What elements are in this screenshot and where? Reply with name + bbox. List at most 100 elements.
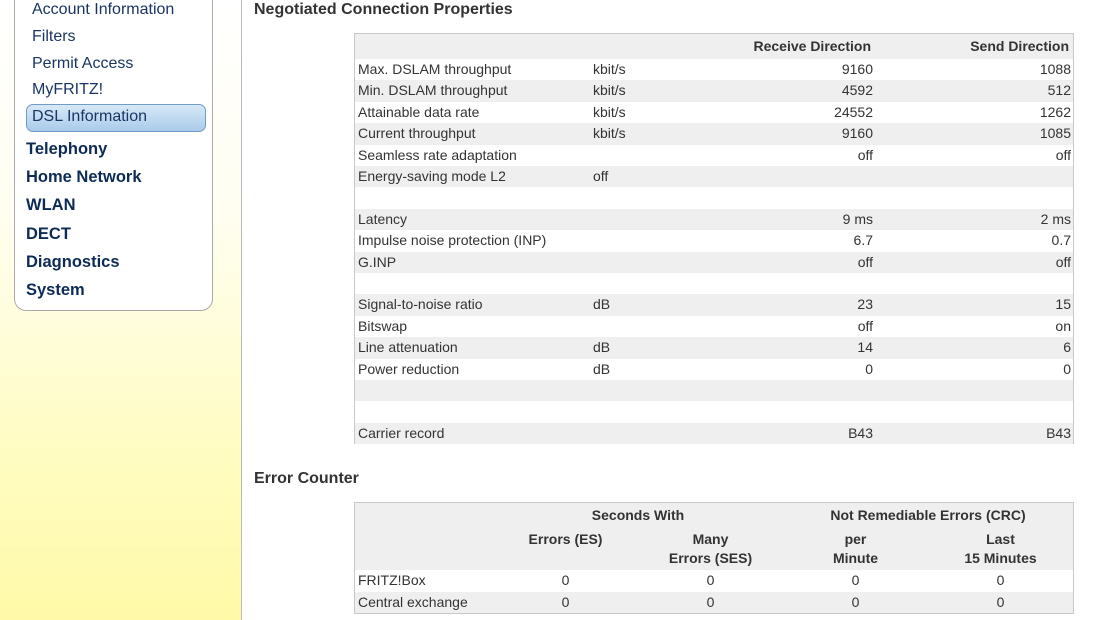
menu-item[interactable]: System bbox=[26, 281, 85, 299]
error-value: 0 bbox=[706, 572, 715, 588]
receive-value: 24552 bbox=[834, 103, 873, 120]
send-value: 1262 bbox=[1039, 103, 1071, 120]
connection-table: Receive Direction Send Direction Max. DSLA… bbox=[354, 33, 1074, 445]
column-header: Minute bbox=[832, 550, 879, 566]
sidebar: Account Information Filters Permit Access M… bbox=[0, 0, 242, 620]
active-highlight bbox=[26, 104, 206, 132]
send-value: 0 bbox=[1063, 360, 1071, 377]
row-unit: dB bbox=[593, 339, 611, 356]
column-header: Last bbox=[986, 531, 1015, 547]
send-value: 6 bbox=[1063, 339, 1071, 356]
row-label: Max. DSLAM throughput bbox=[358, 61, 512, 77]
column-header: Errors (SES) bbox=[668, 550, 753, 566]
column-header: per bbox=[844, 531, 867, 547]
send-value: 2 ms bbox=[1040, 210, 1071, 227]
row-label: Power reduction bbox=[358, 360, 460, 377]
receive-value: 9160 bbox=[841, 61, 873, 77]
send-value: on bbox=[1055, 317, 1071, 334]
group-header: Not Remediable Errors (CRC) bbox=[830, 507, 1026, 523]
column-header: Many bbox=[692, 531, 729, 547]
row-label: Signal-to-noise ratio bbox=[358, 296, 483, 313]
spacer-row bbox=[355, 187, 1073, 209]
spacer-row bbox=[355, 401, 1073, 423]
menu-subitem[interactable]: MyFRITZ! bbox=[32, 81, 104, 99]
error-value: 0 bbox=[996, 593, 1005, 610]
row-label: Min. DSLAM throughput bbox=[358, 82, 508, 99]
header-row: Receive Direction Send Direction bbox=[355, 34, 1073, 59]
row-unit: dB bbox=[593, 296, 611, 313]
table-row: Impulse noise protection (INP) 6.7 0.7 bbox=[355, 230, 1073, 252]
spacer-row bbox=[355, 273, 1073, 295]
table-row: Power reduction dB 0 0 bbox=[355, 358, 1073, 380]
row-label: Energy-saving mode L2 bbox=[358, 168, 506, 184]
row-unit: dB bbox=[593, 360, 611, 377]
error-value: 0 bbox=[996, 572, 1005, 588]
error-value: 0 bbox=[851, 572, 860, 588]
send-value: 0.7 bbox=[1051, 232, 1071, 249]
send-value: off bbox=[1055, 253, 1071, 270]
table-row: G.INP off off bbox=[355, 251, 1073, 273]
row-label: Central exchange bbox=[358, 593, 468, 610]
column-header: Send Direction bbox=[970, 38, 1069, 54]
menu-item[interactable]: Telephony bbox=[26, 140, 108, 158]
menu-item[interactable]: WLAN bbox=[26, 196, 76, 215]
send-value: off bbox=[1055, 146, 1071, 163]
receive-value: off bbox=[857, 317, 873, 334]
section-title: Error Counter bbox=[254, 470, 359, 487]
group-header: Seconds With bbox=[591, 507, 685, 523]
send-value: 512 bbox=[1047, 82, 1071, 99]
menu-subitem[interactable]: Filters bbox=[32, 27, 76, 45]
receive-value: off bbox=[857, 146, 873, 163]
receive-value: 23 bbox=[857, 296, 873, 313]
menu-item[interactable]: DECT bbox=[26, 224, 71, 243]
receive-value: 4592 bbox=[841, 82, 873, 99]
column-header: Errors (ES) bbox=[528, 531, 603, 547]
row-label: Bitswap bbox=[358, 317, 408, 334]
error-value: 0 bbox=[561, 572, 570, 588]
table-row: Current throughput kbit/s 9160 1085 bbox=[355, 123, 1073, 145]
table-row: Attainable data rate kbit/s 24552 1262 bbox=[355, 101, 1073, 124]
row-unit: kbit/s bbox=[593, 82, 626, 99]
send-value: 15 bbox=[1055, 296, 1071, 313]
header-row: Seconds With Not Remediable Errors (CRC) E… bbox=[355, 503, 1073, 570]
column-header: Receive Direction bbox=[753, 38, 872, 54]
error-value: 0 bbox=[706, 593, 715, 610]
spacer-row bbox=[355, 380, 1073, 402]
menu-subitem[interactable]: Permit Access bbox=[32, 54, 134, 72]
row-label: Seamless rate adaptation bbox=[358, 146, 517, 163]
menu-item[interactable]: Diagnostics bbox=[26, 252, 120, 271]
receive-value: 6.7 bbox=[853, 232, 873, 249]
row-unit: kbit/s bbox=[593, 125, 626, 142]
table-row: Seamless rate adaptation off off bbox=[355, 144, 1073, 166]
row-unit: off bbox=[593, 168, 609, 184]
table-row: Carrier record B43 B43 bbox=[355, 422, 1073, 445]
receive-value: off bbox=[857, 253, 873, 270]
receive-value: 14 bbox=[857, 339, 873, 356]
row-unit: kbit/s bbox=[593, 103, 626, 120]
menu-item[interactable]: Home Network bbox=[26, 168, 142, 187]
menu-subitem[interactable]: DSL Information bbox=[32, 108, 148, 125]
table-row: Signal-to-noise ratio dB 23 15 bbox=[355, 294, 1073, 316]
error-value: 0 bbox=[561, 593, 570, 610]
receive-value: 9160 bbox=[841, 125, 873, 142]
menu-subitem[interactable]: Account Information bbox=[32, 1, 175, 18]
row-label: G.INP bbox=[358, 253, 397, 270]
row-label: Carrier record bbox=[358, 424, 445, 441]
receive-value: B43 bbox=[848, 424, 873, 441]
send-value: 1088 bbox=[1039, 61, 1071, 77]
table-row: Max. DSLAM throughput kbit/s 9160 1088 bbox=[355, 59, 1073, 81]
table-row: Energy-saving mode L2 off bbox=[355, 166, 1073, 188]
table-row: FRITZ!Box 0 0 0 0 bbox=[355, 570, 1073, 592]
send-value: 1085 bbox=[1039, 125, 1071, 142]
send-value: B43 bbox=[1046, 424, 1071, 441]
row-label: FRITZ!Box bbox=[358, 572, 426, 588]
table-row: Bitswap off on bbox=[355, 315, 1073, 338]
row-label: Attainable data rate bbox=[358, 103, 480, 120]
error-table: Seconds With Not Remediable Errors (CRC) E… bbox=[354, 502, 1074, 614]
column-header: 15 Minutes bbox=[964, 550, 1037, 566]
row-label: Current throughput bbox=[358, 125, 476, 142]
row-unit: kbit/s bbox=[593, 61, 626, 77]
menu-panel bbox=[14, 0, 213, 311]
table-row: Min. DSLAM throughput kbit/s 4592 512 bbox=[355, 80, 1073, 102]
